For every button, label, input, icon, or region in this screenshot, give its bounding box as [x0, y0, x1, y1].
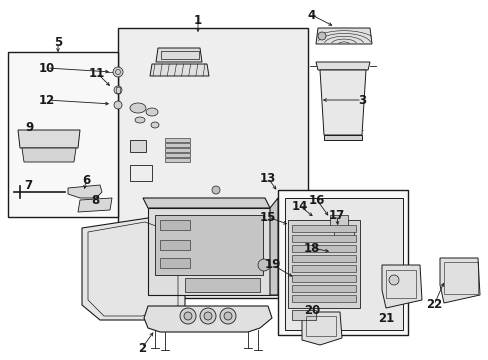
- Bar: [291, 265, 355, 272]
- Circle shape: [317, 32, 325, 40]
- Ellipse shape: [130, 103, 146, 113]
- Text: 15: 15: [259, 211, 276, 224]
- Bar: [329, 215, 347, 227]
- Circle shape: [183, 312, 192, 320]
- Bar: [130, 165, 152, 181]
- Circle shape: [212, 186, 220, 194]
- Circle shape: [203, 312, 212, 320]
- Text: 19: 19: [264, 258, 281, 271]
- Bar: [278, 190, 407, 335]
- Bar: [161, 51, 199, 59]
- Bar: [291, 275, 355, 282]
- Bar: [333, 228, 353, 238]
- Polygon shape: [142, 198, 269, 208]
- Polygon shape: [148, 208, 269, 295]
- Polygon shape: [319, 70, 365, 135]
- Text: 9: 9: [26, 121, 34, 134]
- Bar: [164, 138, 190, 142]
- Circle shape: [114, 86, 122, 94]
- Bar: [385, 270, 415, 298]
- Text: 7: 7: [24, 179, 32, 192]
- Text: 12: 12: [39, 94, 55, 107]
- Bar: [118, 28, 307, 298]
- Polygon shape: [302, 312, 341, 345]
- Bar: [8, 52, 118, 217]
- Circle shape: [200, 308, 216, 324]
- Polygon shape: [68, 185, 102, 198]
- Bar: [164, 143, 190, 147]
- Text: 17: 17: [328, 208, 345, 221]
- Circle shape: [224, 312, 231, 320]
- Text: 3: 3: [357, 94, 366, 107]
- Bar: [305, 316, 335, 336]
- Text: 18: 18: [303, 242, 320, 255]
- Polygon shape: [156, 48, 202, 62]
- Polygon shape: [78, 198, 112, 212]
- Bar: [291, 245, 355, 252]
- Ellipse shape: [151, 122, 159, 128]
- Bar: [160, 220, 190, 230]
- Polygon shape: [381, 265, 421, 308]
- Bar: [130, 140, 146, 152]
- Text: 14: 14: [291, 199, 307, 212]
- Text: 4: 4: [307, 9, 315, 22]
- Text: 11: 11: [89, 67, 105, 80]
- Circle shape: [180, 308, 196, 324]
- Polygon shape: [269, 198, 278, 295]
- Text: 22: 22: [425, 298, 441, 311]
- Polygon shape: [324, 135, 361, 140]
- Text: 16: 16: [308, 194, 325, 207]
- Ellipse shape: [146, 108, 158, 116]
- Bar: [164, 148, 190, 152]
- Bar: [116, 87, 120, 93]
- Ellipse shape: [135, 117, 145, 123]
- Polygon shape: [315, 28, 371, 44]
- Polygon shape: [439, 258, 479, 303]
- Text: 10: 10: [39, 62, 55, 75]
- Text: 20: 20: [303, 303, 320, 316]
- Bar: [443, 262, 477, 294]
- Bar: [291, 255, 355, 262]
- Text: 5: 5: [54, 36, 62, 49]
- Bar: [164, 153, 190, 157]
- Text: 13: 13: [259, 171, 276, 185]
- Circle shape: [258, 259, 269, 271]
- Circle shape: [114, 101, 122, 109]
- Bar: [285, 198, 402, 330]
- Polygon shape: [150, 64, 208, 76]
- Circle shape: [388, 275, 398, 285]
- Bar: [287, 220, 359, 308]
- Bar: [291, 295, 355, 302]
- Bar: [291, 310, 315, 320]
- Polygon shape: [82, 218, 184, 320]
- Text: 8: 8: [91, 194, 99, 207]
- Text: 1: 1: [194, 14, 202, 27]
- Polygon shape: [315, 62, 369, 70]
- Text: 21: 21: [377, 311, 393, 324]
- Bar: [291, 285, 355, 292]
- Bar: [184, 278, 260, 292]
- Text: 6: 6: [81, 174, 90, 186]
- Bar: [160, 240, 190, 250]
- Bar: [155, 215, 263, 275]
- Circle shape: [220, 308, 236, 324]
- Text: 2: 2: [138, 342, 146, 355]
- Polygon shape: [22, 148, 76, 162]
- Bar: [160, 258, 190, 268]
- Polygon shape: [18, 130, 80, 148]
- Bar: [164, 158, 190, 162]
- Polygon shape: [143, 306, 271, 332]
- Circle shape: [113, 67, 123, 77]
- Bar: [291, 225, 355, 232]
- Bar: [291, 235, 355, 242]
